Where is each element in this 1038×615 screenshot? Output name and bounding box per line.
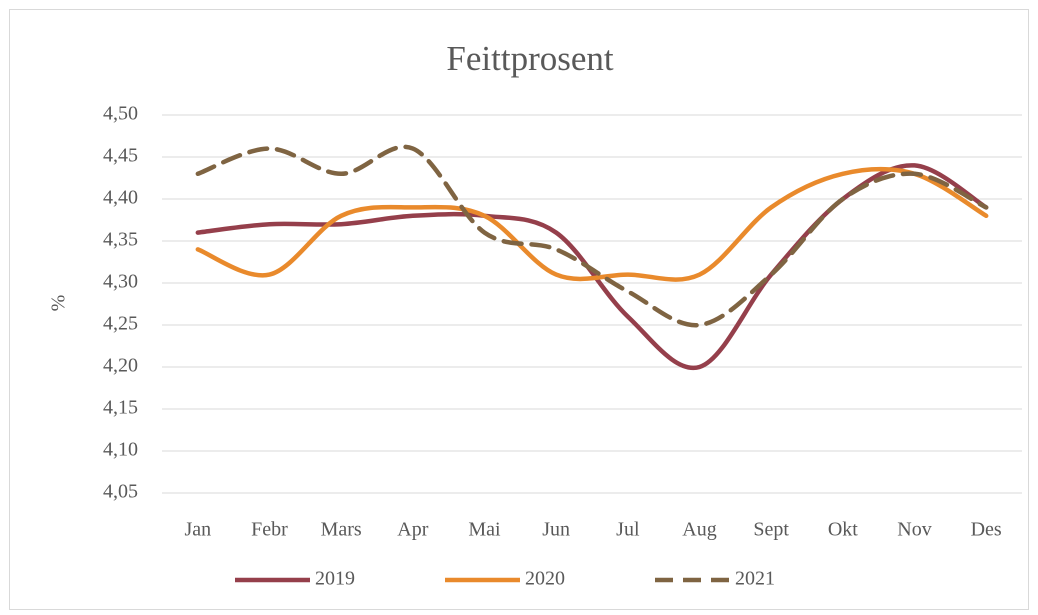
y-tick-label: 4,50: [103, 103, 138, 125]
legend-label: 2020: [525, 568, 565, 590]
legend-label: 2021: [735, 568, 775, 590]
y-tick-label: 4,15: [103, 397, 138, 419]
x-tick-label: Mars: [321, 519, 362, 541]
x-tick-label: Nov: [897, 519, 931, 541]
y-tick-label: 4,40: [103, 187, 138, 209]
y-tick-label: 4,45: [103, 145, 138, 167]
y-tick-label: 4,10: [103, 439, 138, 461]
y-tick-label: 4,05: [103, 481, 138, 503]
y-axis-label: %: [48, 295, 70, 312]
x-tick-label: Jan: [184, 519, 211, 541]
series-line: [195, 144, 989, 328]
x-tick-label: Jun: [542, 519, 570, 541]
x-tick-label: Aug: [682, 519, 716, 541]
x-tick-label: Apr: [397, 519, 428, 541]
y-tick-label: 4,35: [103, 229, 138, 251]
legend-label: 2019: [315, 568, 355, 590]
chart-title: Feittprosent: [446, 39, 613, 78]
y-tick-label: 4,25: [103, 313, 138, 335]
y-tick-label: 4,20: [103, 355, 138, 377]
x-tick-label: Des: [971, 519, 1002, 541]
series-line: [195, 166, 989, 282]
x-tick-label: Febr: [251, 519, 288, 541]
chart-border: [9, 9, 1029, 610]
x-tick-label: Jul: [616, 519, 640, 541]
y-tick-label: 4,30: [103, 271, 138, 293]
x-tick-label: Okt: [828, 519, 858, 541]
x-tick-label: Sept: [753, 519, 789, 541]
x-tick-label: Mai: [468, 519, 501, 541]
